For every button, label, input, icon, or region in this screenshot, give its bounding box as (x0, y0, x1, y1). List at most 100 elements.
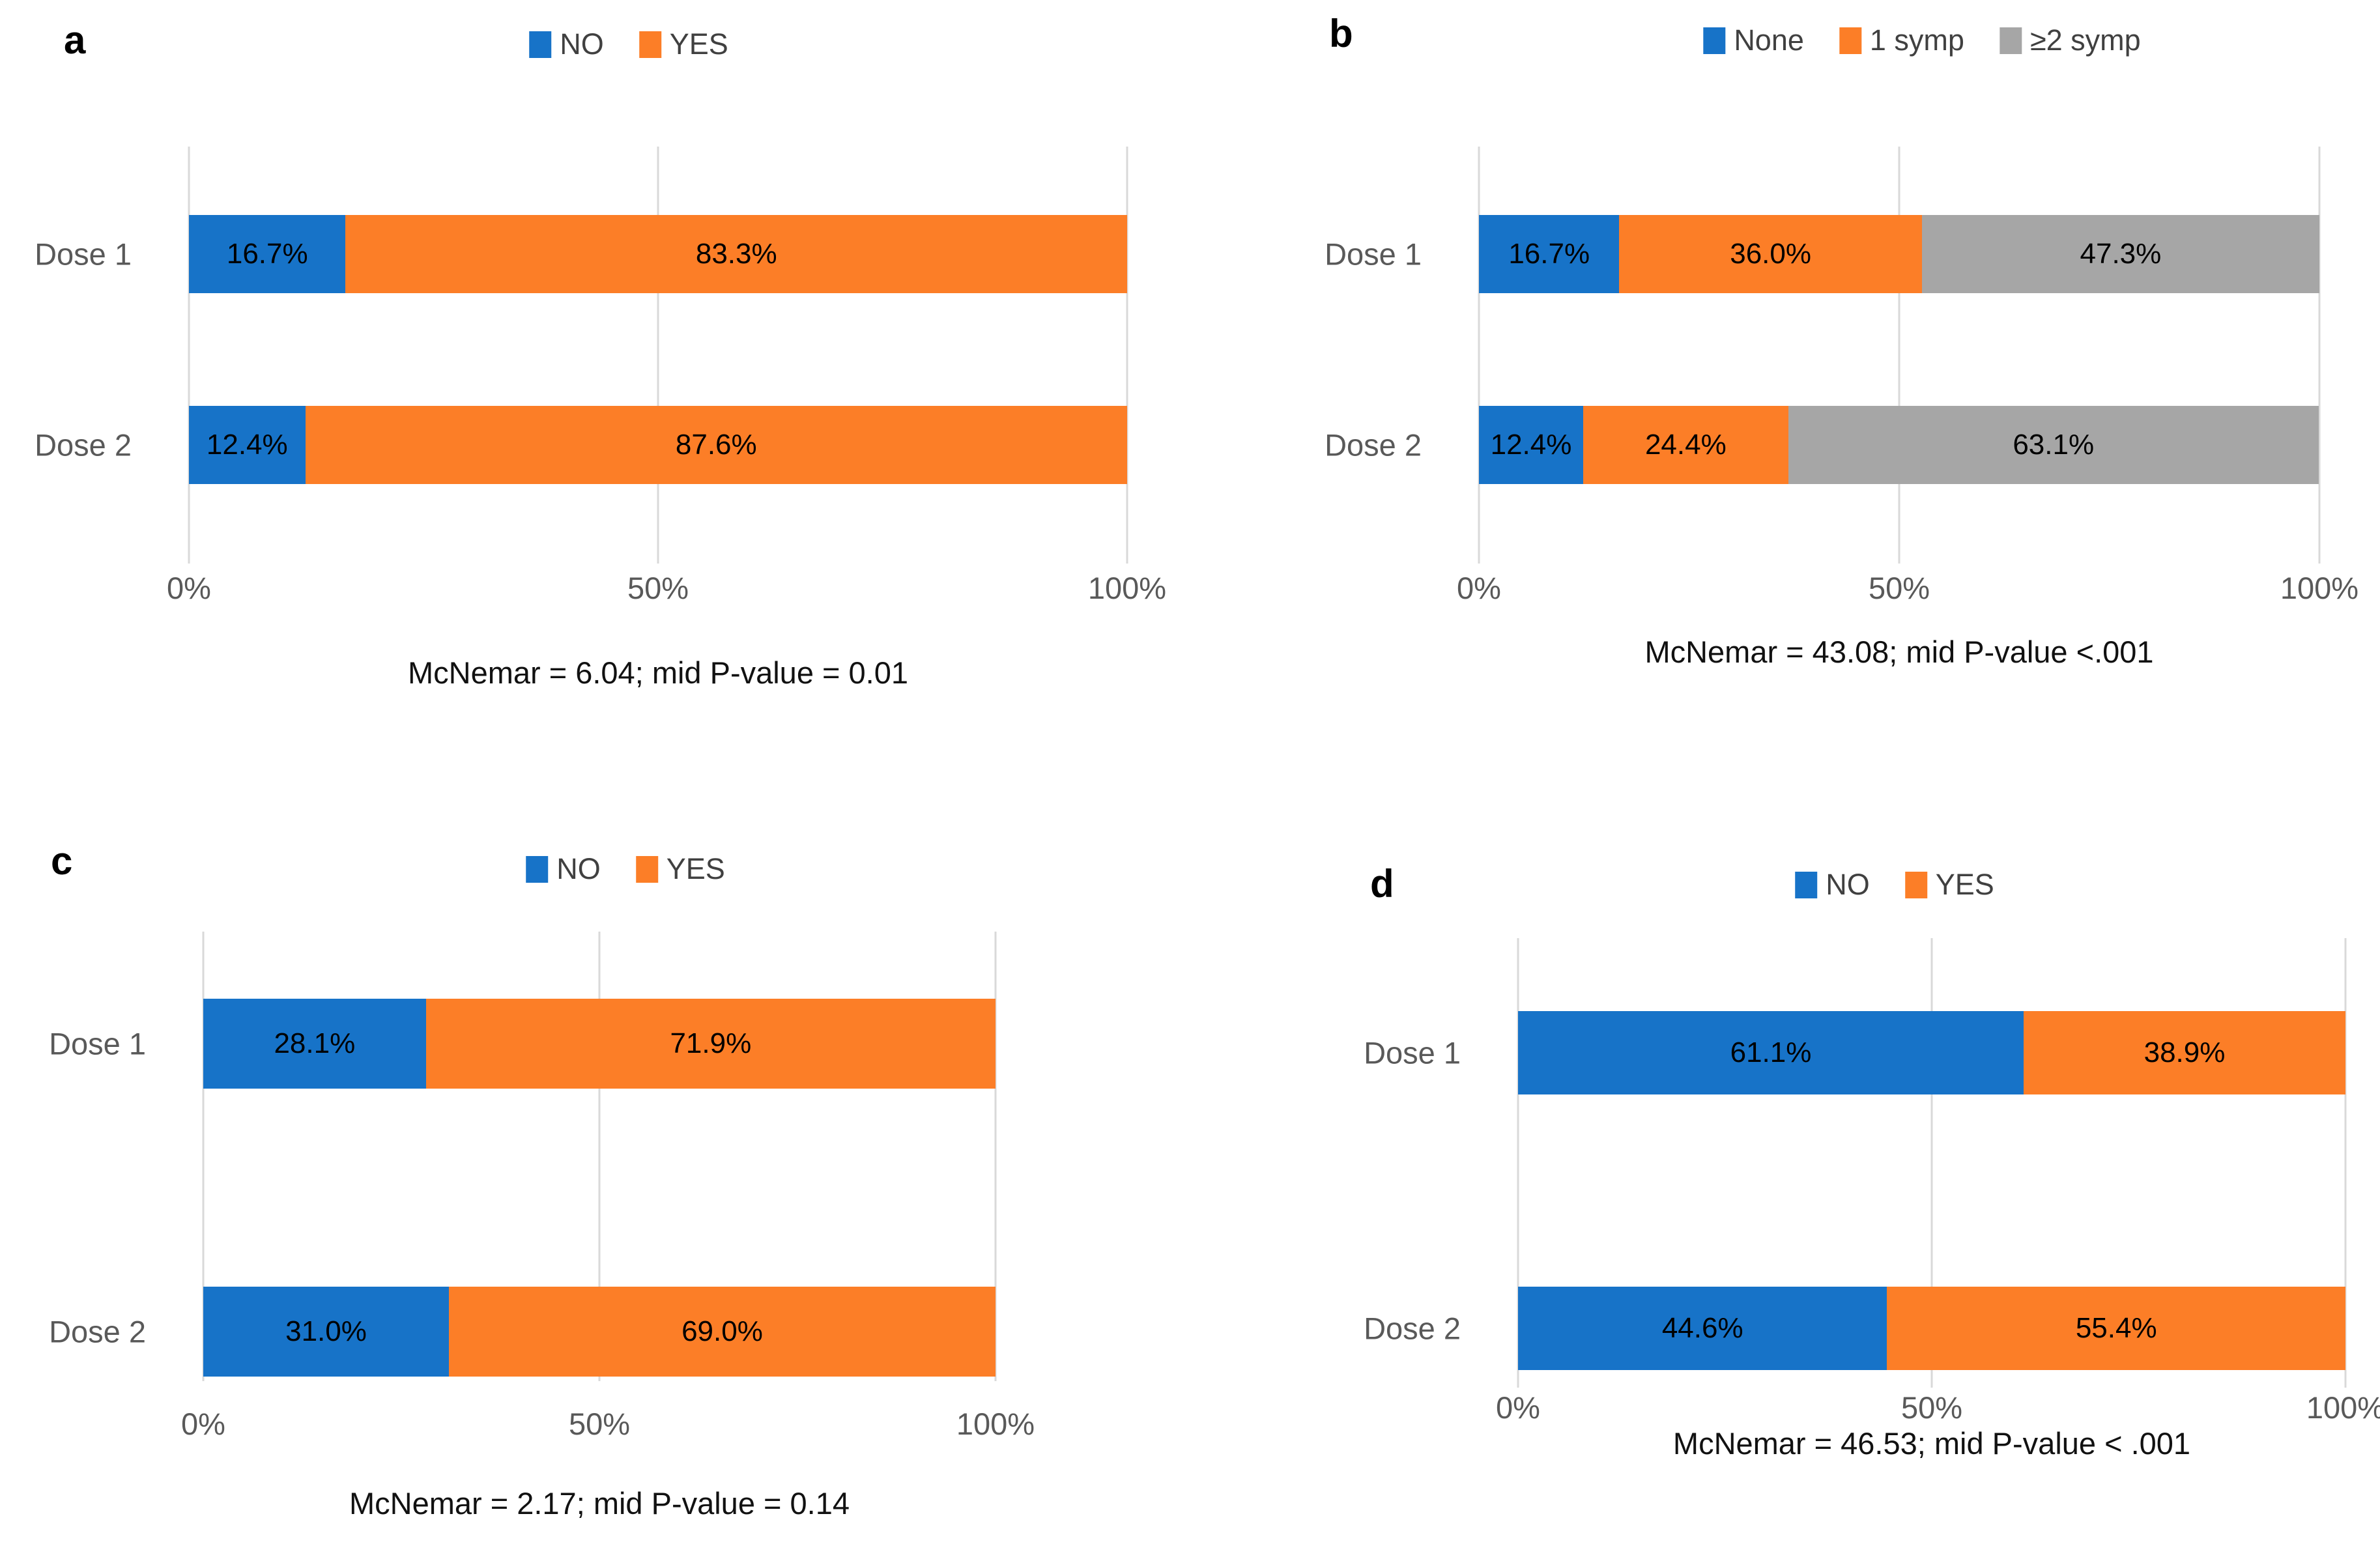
legend-label: YES (1935, 868, 1994, 901)
panel-letter-d: d (1370, 862, 1394, 906)
legend-swatch-icon (635, 855, 658, 883)
caption-d: McNemar = 46.53; mid P-value < .001 (1672, 1426, 2191, 1461)
bar-segment-no: 31.0% (203, 1287, 449, 1377)
bars-b: Dose 1 16.7% 36.0% 47.3% Dose 2 12.4% 24.4% 63.… (1325, 147, 2319, 564)
legend-swatch-icon (638, 31, 661, 58)
legend-item-no: NO (1795, 868, 1870, 902)
legend-item-yes: YES (638, 27, 728, 61)
plot-area-c: Dose 1 28.1% 71.9% Dose 2 31.0% 69.0% 0% 50% … (49, 932, 1035, 1521)
gridline-0pct (1478, 147, 1480, 564)
category-label: Dose 2 (1325, 427, 1422, 463)
bar-row-dose-2: Dose 2 12.4% 87.6% (35, 406, 1127, 484)
value-label: 61.1% (1730, 1036, 1812, 1068)
bar-segment-≥2-symp: 47.3% (1921, 215, 2319, 293)
bar-row-dose-1: Dose 1 28.1% 71.9% (49, 999, 996, 1089)
x-tick-0: 0% (1457, 571, 1501, 605)
gridline-0pct (1517, 938, 1519, 1388)
panel-letter-b: b (1329, 12, 1353, 55)
value-label: 55.4% (2075, 1312, 2157, 1344)
legend-b: None 1 symp ≥2 symp (1703, 23, 2141, 57)
legend-item-no: NO (529, 27, 604, 61)
x-tick-100: 100% (2280, 571, 2359, 605)
caption-a: McNemar = 6.04; mid P-value = 0.01 (407, 655, 909, 690)
category-label: Dose 2 (35, 427, 132, 463)
value-label: 12.4% (1490, 429, 1572, 461)
legend-label: YES (666, 852, 725, 885)
legend-swatch-icon (1839, 27, 1861, 54)
bars-d: Dose 1 61.1% 38.9% Dose 2 44.6% 55.4% (1364, 938, 2345, 1388)
stacked-bar: 61.1% 38.9% (1518, 1011, 2345, 1094)
plot-area-d: Dose 1 61.1% 38.9% Dose 2 44.6% 55.4% 0% 50% … (1364, 938, 2380, 1461)
bar-row-dose-2: Dose 2 44.6% 55.4% (1364, 1287, 2345, 1370)
gridline-50pct (1930, 938, 1933, 1388)
legend-c: NO YES (526, 852, 725, 886)
gridline-100pct (994, 932, 997, 1381)
gridline-50pct (1898, 147, 1900, 564)
category-label: Dose 1 (49, 1026, 146, 1061)
value-label: 44.6% (1661, 1312, 1743, 1344)
bar-row-dose-1: Dose 1 16.7% 83.3% (35, 215, 1127, 293)
stacked-bar: 44.6% 55.4% (1518, 1287, 2345, 1370)
legend-label: YES (669, 27, 728, 61)
category-label: Dose 1 (35, 236, 132, 272)
legend-item-yes: YES (635, 852, 725, 886)
stacked-bar: 12.4% 24.4% 63.1% (1479, 406, 2319, 484)
value-label: 83.3% (695, 238, 777, 270)
value-label: 31.0% (285, 1315, 367, 1347)
bar-row-dose-1: Dose 1 61.1% 38.9% (1364, 1011, 2345, 1094)
bar-segment-no: 44.6% (1518, 1287, 1887, 1370)
value-label: 12.4% (206, 429, 288, 461)
legend-swatch-icon (1703, 27, 1726, 54)
gridline-0pct (202, 932, 205, 1381)
legend-swatch-icon (1904, 871, 1927, 898)
value-label: 28.1% (274, 1027, 356, 1059)
value-label: 63.1% (2013, 429, 2095, 461)
legend-label: NO (556, 852, 601, 885)
x-tick-50: 50% (627, 571, 689, 605)
gridline-100pct (1126, 147, 1128, 564)
bar-row-dose-2: Dose 2 12.4% 24.4% 63.1% (1325, 406, 2319, 484)
x-tick-100: 100% (2306, 1390, 2380, 1425)
legend-label: None (1734, 23, 1804, 57)
bar-segment-yes: 83.3% (345, 215, 1127, 293)
x-tick-0: 0% (167, 571, 211, 605)
panel-letter-c: c (51, 839, 73, 883)
bar-segment-yes: 69.0% (448, 1287, 996, 1377)
legend-item-none: None (1703, 23, 1804, 57)
legend-label: 1 symp (1869, 23, 1964, 57)
legend-item-no: NO (526, 852, 601, 886)
value-label: 71.9% (670, 1027, 752, 1059)
value-label: 69.0% (681, 1315, 763, 1347)
x-tick-0: 0% (181, 1407, 225, 1441)
bar-segment-none: 12.4% (1479, 406, 1583, 484)
bar-segment-1-symp: 24.4% (1583, 406, 1788, 484)
stacked-bar: 16.7% 83.3% (189, 215, 1127, 293)
x-tick-50: 50% (1868, 571, 1930, 605)
legend-swatch-icon (1999, 27, 2022, 54)
value-label: 24.4% (1644, 429, 1727, 461)
bar-segment-no: 12.4% (189, 406, 306, 484)
caption-c: McNemar = 2.17; mid P-value = 0.14 (349, 1486, 850, 1521)
legend-d: NO YES (1795, 868, 1994, 902)
gridline-50pct (598, 932, 601, 1381)
bar-segment-yes: 71.9% (425, 999, 996, 1089)
legend-swatch-icon (1795, 871, 1818, 898)
value-label: 38.9% (2143, 1036, 2226, 1068)
stacked-bar: 16.7% 36.0% 47.3% (1479, 215, 2319, 293)
value-label: 16.7% (1508, 238, 1590, 270)
bar-segment-yes: 55.4% (1887, 1287, 2345, 1370)
legend-label: NO (1826, 868, 1870, 901)
bar-segment-no: 61.1% (1518, 1011, 2024, 1094)
gridline-50pct (657, 147, 659, 564)
plot-area-a: Dose 1 16.7% 83.3% Dose 2 12.4% 87.6% 0% 50% … (35, 147, 1166, 690)
x-tick-50: 50% (568, 1407, 631, 1441)
plot-area-b: Dose 1 16.7% 36.0% 47.3% Dose 2 12.4% 24.4% 63.… (1325, 147, 2358, 669)
legend-swatch-icon (529, 31, 552, 58)
x-tick-50: 50% (1900, 1390, 1963, 1425)
legend-a: NO YES (529, 27, 728, 61)
category-label: Dose 1 (1325, 236, 1422, 272)
legend-swatch-icon (526, 855, 549, 883)
value-label: 87.6% (675, 429, 757, 461)
bar-segment-no: 16.7% (189, 215, 346, 293)
gridline-100pct (2318, 147, 2321, 564)
